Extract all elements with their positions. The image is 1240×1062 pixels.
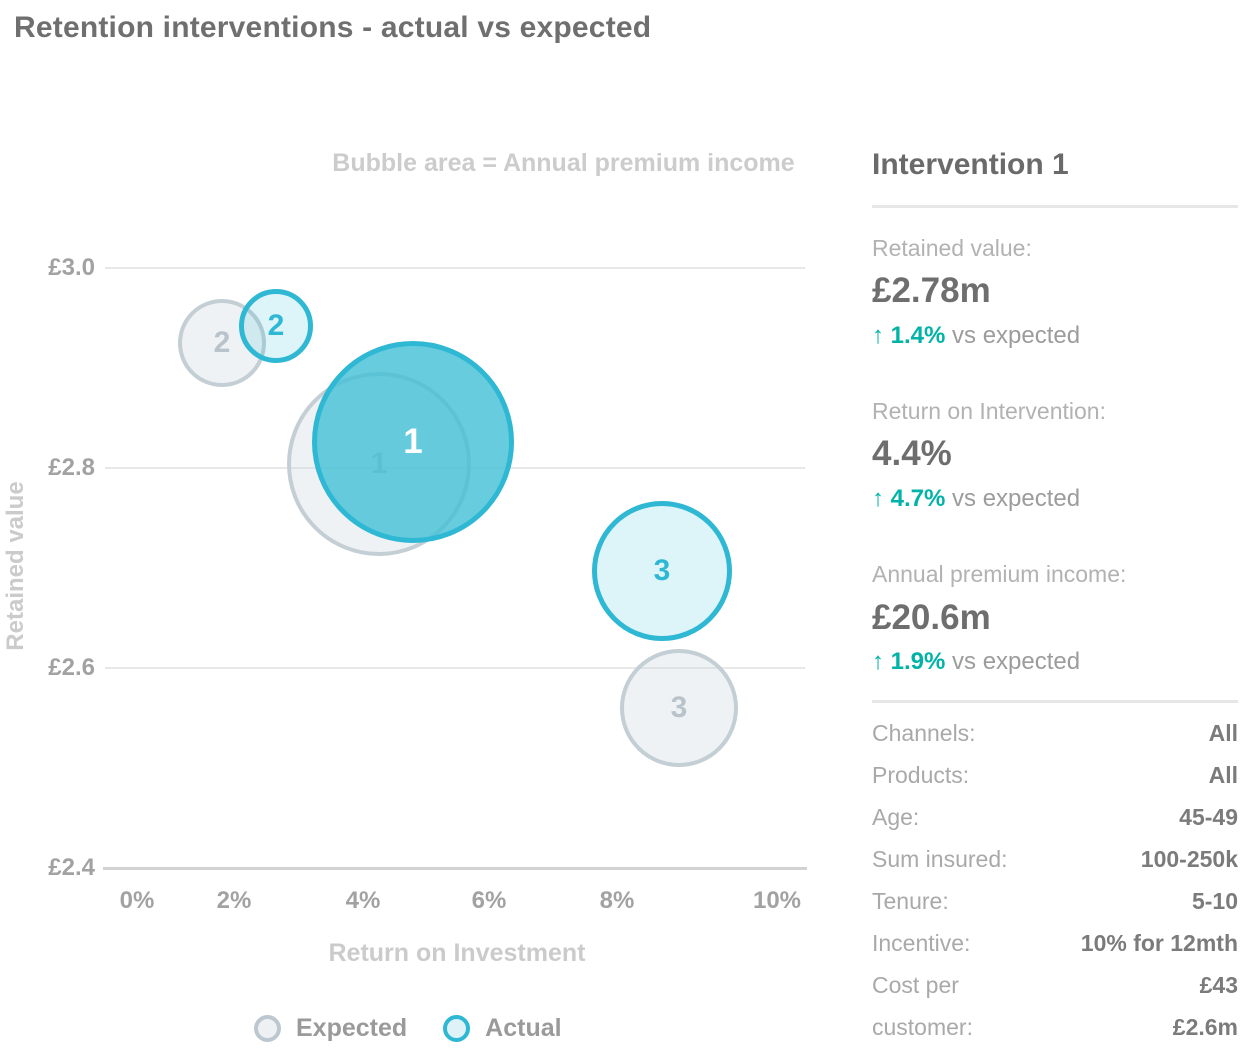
metric-label: Retained value: xyxy=(872,235,1032,261)
attribute-value: 100-250k xyxy=(1140,846,1238,873)
attribute-row: Tenure: 5-10 xyxy=(872,881,1238,923)
attribute-row: Channels: All xyxy=(872,713,1238,755)
metric-value: £20.6m xyxy=(872,597,991,637)
gridline xyxy=(105,267,805,269)
panel-divider xyxy=(872,205,1238,208)
delta-up-arrow-and-pct: ↑ 4.7% xyxy=(872,484,946,512)
metric-delta: ↑ 1.9% vs expected xyxy=(872,648,1238,676)
attribute-value: £43 xyxy=(1199,972,1238,999)
expected-swatch-icon xyxy=(254,1015,281,1042)
legend-label: Actual xyxy=(485,1014,562,1042)
chart-legend: Expected Actual xyxy=(254,1014,562,1043)
bubble-label: 2 xyxy=(213,326,231,359)
metric-block: Retained value: £2.78m ↑ 1.4% vs expected xyxy=(872,235,1238,349)
chart-subtitle: Bubble area = Annual premium income xyxy=(332,149,795,177)
attribute-row: customer: £2.6m xyxy=(872,1007,1238,1049)
x-tick-label: 4% xyxy=(345,887,381,914)
metric-label: Annual premium income: xyxy=(872,561,1127,588)
bubble-actual-2[interactable]: 2 xyxy=(239,289,313,363)
delta-suffix: vs expected xyxy=(945,648,1081,676)
metric-delta: ↑ 1.4% vs expected xyxy=(872,321,1238,349)
bubble-label: 2 xyxy=(267,309,285,342)
y-tick-label: £2.8 xyxy=(48,454,95,481)
attribute-value: £2.6m xyxy=(1172,1014,1238,1041)
x-tick-label: 2% xyxy=(216,887,252,914)
y-tick-label: £2.4 xyxy=(48,854,95,881)
attribute-label: Cost per xyxy=(872,972,959,999)
x-axis-title: Return on Investment xyxy=(328,939,586,967)
attribute-label: Products: xyxy=(872,762,970,789)
bubble-label: 1 xyxy=(403,422,423,461)
delta-up-arrow-and-pct: ↑ 1.4% xyxy=(872,321,946,349)
bubble-actual-3[interactable]: 3 xyxy=(592,501,732,641)
y-tick-label: £3.0 xyxy=(48,254,95,281)
x-tick-label: 6% xyxy=(471,887,507,914)
attribute-value: 45-49 xyxy=(1179,804,1238,831)
attribute-row: Sum insured: 100-250k xyxy=(872,839,1238,881)
metric-delta: ↑ 4.7% vs expected xyxy=(872,484,1238,512)
metrics-section: Retained value: £2.78m ↑ 1.4% vs expected R… xyxy=(872,235,1238,676)
attribute-row: Age: 45-49 xyxy=(872,797,1238,839)
attribute-label: Incentive: xyxy=(872,930,971,957)
x-axis-line xyxy=(103,867,807,870)
x-tick-label: 10% xyxy=(752,887,802,914)
delta-up-arrow-and-pct: ↑ 1.9% xyxy=(872,648,946,676)
attribute-row: Products: All xyxy=(872,755,1238,797)
legend-label: Expected xyxy=(296,1014,408,1042)
panel-divider xyxy=(872,699,1238,703)
actual-swatch-icon xyxy=(443,1015,471,1042)
metric-value: 4.4% xyxy=(872,434,952,474)
delta-suffix: vs expected xyxy=(945,321,1081,349)
y-tick-label: £2.6 xyxy=(48,654,95,681)
intervention-detail-panel: Intervention 1 Retained value: £2.78m ↑ 1.… xyxy=(872,150,1238,1049)
attribute-value: All xyxy=(1208,762,1238,789)
attribute-label: Tenure: xyxy=(872,888,949,915)
attribute-label: Age: xyxy=(872,804,920,831)
attribute-row: Incentive: 10% for 12mth xyxy=(872,923,1238,965)
gridline xyxy=(105,667,805,669)
attribute-label: Channels: xyxy=(872,720,976,747)
x-tick-label: 8% xyxy=(599,887,635,914)
attribute-value: 10% for 12mth xyxy=(1080,930,1238,957)
bubble-expected-3[interactable]: 3 xyxy=(620,649,738,767)
attribute-value: All xyxy=(1208,720,1238,747)
attribute-label: customer: xyxy=(872,1014,973,1041)
bubble-label: 3 xyxy=(670,691,688,724)
legend-item-expected[interactable]: Expected xyxy=(254,1014,407,1043)
page-title: Retention interventions - actual vs expe… xyxy=(14,11,652,44)
x-tick-label: 0% xyxy=(119,887,155,914)
y-axis-title: Retained value xyxy=(2,481,29,651)
legend-item-actual[interactable]: Actual xyxy=(443,1014,562,1043)
metric-block: Return on Intervention: 4.4% ↑ 4.7% vs exp… xyxy=(872,398,1238,512)
delta-suffix: vs expected xyxy=(945,484,1081,512)
attribute-row: Cost per £43 xyxy=(872,965,1238,1007)
attribute-label: Sum insured: xyxy=(872,846,1008,873)
bubble-actual-1[interactable]: 1 xyxy=(312,341,514,543)
metric-label: Return on Intervention: xyxy=(872,398,1106,425)
attribute-list: Channels: All Products: All Age: 45-49 Sum ins… xyxy=(872,713,1238,1049)
metric-block: Annual premium income: £20.6m ↑ 1.9% vs ex… xyxy=(872,562,1238,675)
metric-value: £2.78m xyxy=(872,271,991,311)
bubble-label: 3 xyxy=(653,554,671,587)
attribute-value: 5-10 xyxy=(1191,888,1238,915)
panel-title: Intervention 1 xyxy=(872,148,1069,181)
